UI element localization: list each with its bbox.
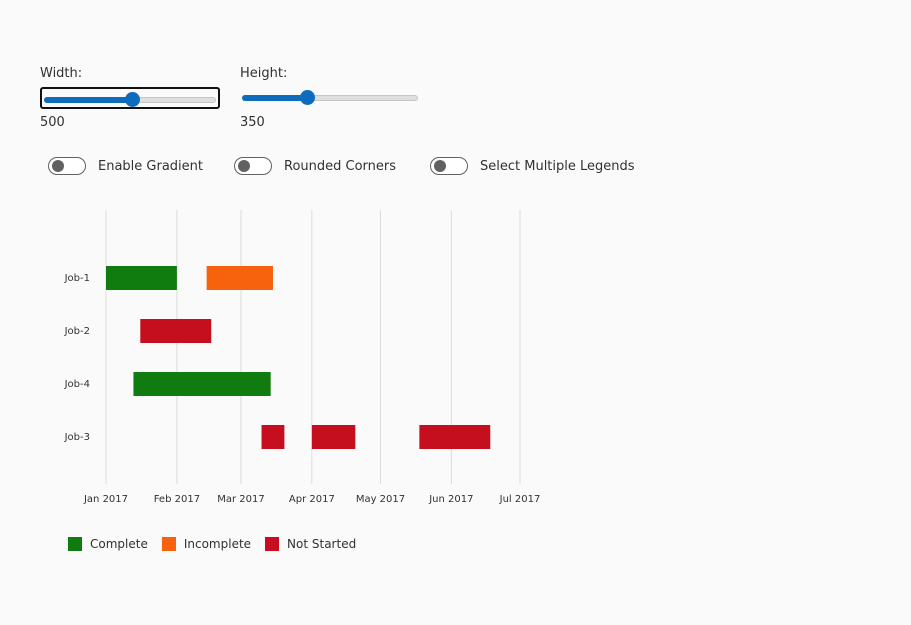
gantt-bar[interactable] <box>419 425 491 449</box>
y-tick-label: Job-3 <box>64 432 90 443</box>
y-tick-label: Job-2 <box>64 326 90 337</box>
gantt-bar[interactable] <box>311 425 356 449</box>
height-slider-fill <box>242 95 309 101</box>
legend-label: Complete <box>90 537 148 551</box>
x-tick-label: Jan 2017 <box>83 494 128 505</box>
gridlines <box>105 210 521 484</box>
legend-label: Not Started <box>287 537 357 551</box>
height-slider[interactable] <box>240 87 420 109</box>
gantt-bar[interactable] <box>206 266 273 290</box>
legend-swatch <box>161 537 176 551</box>
height-label: Height: <box>240 66 288 81</box>
x-tick-label: Jun 2017 <box>428 494 473 505</box>
width-label: Width: <box>40 66 83 81</box>
y-tick-label: Job-1 <box>64 273 90 284</box>
width-slider[interactable] <box>40 87 220 109</box>
rounded-corners-label: Rounded Corners <box>284 158 397 174</box>
legend-swatch <box>68 537 82 551</box>
legend-item[interactable]: Incomplete <box>161 537 252 551</box>
width-slider-fill <box>44 97 134 103</box>
y-tick-label: Job-4 <box>64 379 90 390</box>
bars <box>106 266 491 449</box>
x-tick-label: Apr 2017 <box>289 494 335 505</box>
select-multiple-legends-toggle[interactable]: Select Multiple Legends <box>430 157 635 175</box>
x-axis-labels: Jan 2017 Feb 2017 Mar 2017 Apr 2017 May 2017… <box>83 494 540 505</box>
x-tick-label: Feb 2017 <box>154 494 200 505</box>
switch-knob <box>434 160 446 172</box>
gantt-bar[interactable] <box>140 319 212 343</box>
legend-item[interactable]: Not Started <box>265 537 356 551</box>
gantt-bar[interactable] <box>133 372 271 396</box>
height-slider-thumb[interactable] <box>299 90 315 105</box>
legend-label: Incomplete <box>183 537 252 551</box>
switch-knob <box>238 160 250 172</box>
height-value: 350 <box>240 115 265 130</box>
y-axis-labels: Job-1 Job-2 Job-4 Job-3 <box>64 273 90 443</box>
enable-gradient-label: Enable Gradient <box>98 158 203 174</box>
x-tick-label: May 2017 <box>356 494 405 505</box>
enable-gradient-toggle[interactable]: Enable Gradient <box>48 157 203 175</box>
width-slider-thumb[interactable] <box>125 92 140 107</box>
enable-gradient-switch[interactable] <box>48 157 86 175</box>
rounded-corners-switch[interactable] <box>234 157 272 175</box>
legend-swatch <box>265 537 280 551</box>
chart-legend: Complete Incomplete Not Started <box>68 537 370 551</box>
rounded-corners-toggle[interactable]: Rounded Corners <box>234 157 396 175</box>
legend-item[interactable]: Complete <box>68 537 148 551</box>
select-multiple-legends-switch[interactable] <box>430 157 468 175</box>
x-tick-label: Jul 2017 <box>499 494 541 505</box>
gantt-bar[interactable] <box>261 425 285 449</box>
x-tick-label: Mar 2017 <box>217 494 265 505</box>
width-value: 500 <box>40 115 65 130</box>
switch-knob <box>52 160 64 172</box>
gantt-bar[interactable] <box>106 266 177 290</box>
select-multiple-legends-label: Select Multiple Legends <box>480 158 635 174</box>
